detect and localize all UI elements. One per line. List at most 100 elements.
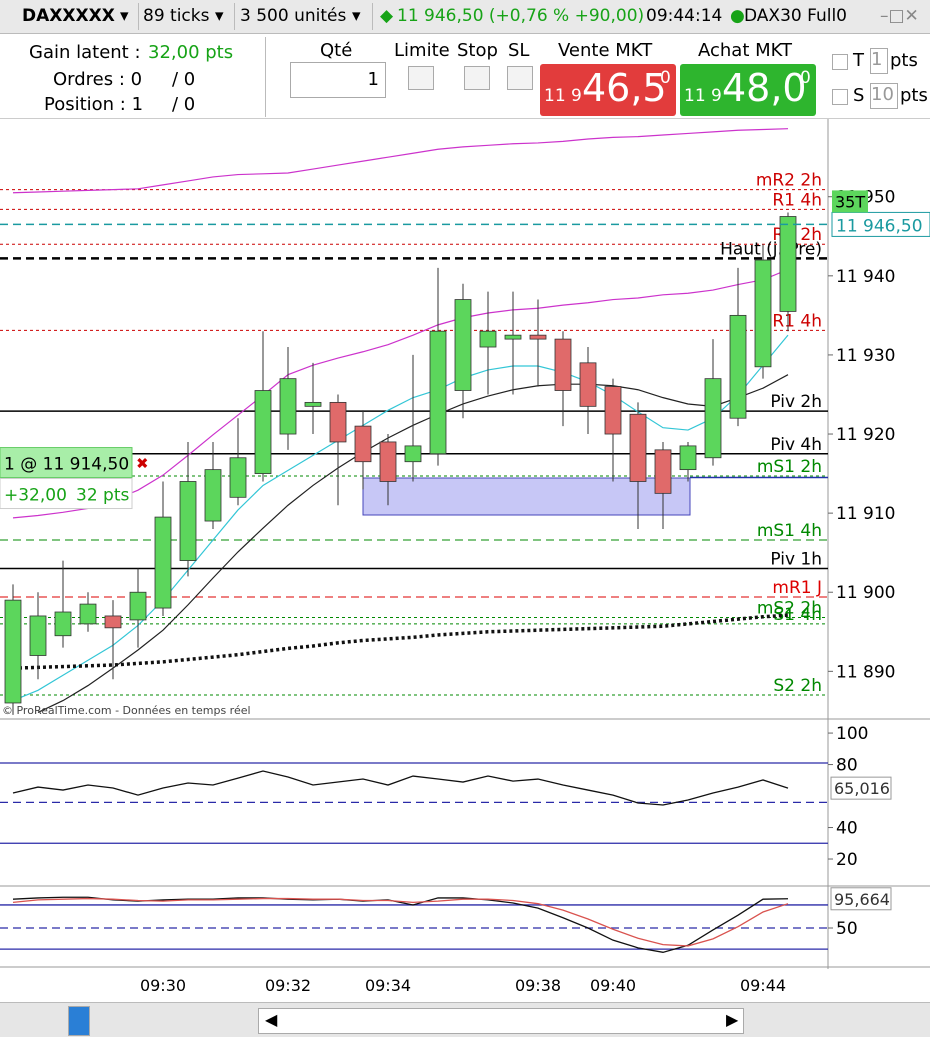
pnl-box [0,478,133,510]
stop-label: Stop [457,40,498,61]
candle-body [129,591,147,621]
candle-body [654,449,672,494]
x-tick-label: 09:38 [515,976,561,995]
y-tick-label: 11 890 [836,662,895,682]
y-tick-label: 20 [836,850,858,870]
level-label: Piv 2h [770,392,822,412]
level-label: Piv 1h [770,550,822,570]
value-label: 65,016 [834,779,890,798]
candle-body [529,334,547,340]
instrument[interactable]: DAXXXXX [22,6,115,26]
tag-label: 35T [835,192,865,211]
value-label-box [830,776,892,800]
candle-body [204,469,222,522]
buy-label: Achat MKT [698,40,793,61]
candle-body [504,334,522,340]
candle-body [604,386,622,435]
dropdown-arrow[interactable]: ▾ [352,6,361,26]
scroll-right[interactable]: ▶ [726,1010,739,1029]
dropdown-arrow[interactable]: ▾ [215,6,224,26]
separator [372,3,373,30]
candle-body [754,259,772,368]
level-label: mS1 4h [757,521,822,541]
candle-body [54,611,72,637]
t-label: T [853,50,864,71]
candle-body [479,330,497,348]
last-price-box [831,211,930,237]
level-label: mS1 2h [757,457,822,477]
window-buttons[interactable]: –□✕ [880,6,919,26]
y-tick-label: 100 [836,724,868,744]
ticks[interactable]: 89 ticks [143,6,210,26]
separator [265,37,266,117]
orders-label: Ordres : 0 [53,69,143,90]
position-sep: / 0 [172,94,196,115]
tag-box [832,190,868,213]
sl-button[interactable] [507,66,533,90]
t-value: 1 [871,49,883,70]
indicator-line [12,770,789,806]
candle-body [354,425,372,463]
t-input[interactable]: 1 [870,48,888,74]
limit-button[interactable] [408,66,434,90]
candle-body [679,445,697,471]
dropdown-arrow[interactable]: ▾ [120,6,129,26]
position-label: 1 @ 11 914,50 [4,455,129,475]
scrollbar[interactable] [258,1008,744,1034]
indicator-line [12,334,789,702]
candle-body [29,615,47,656]
candle-body [379,441,397,482]
level-label: Piv 4h [770,435,822,455]
up-arrow: ◆ [380,6,394,26]
buy-prefix: 11 9 [684,86,722,106]
candle-body [704,378,722,459]
candle-body [79,603,97,625]
limit-label: Limite [394,40,450,61]
clock: 09:44:14 [646,6,723,26]
y-tick-label: 11 940 [836,267,895,287]
level-label: R1 4h [772,190,822,210]
x-tick-label: 09:30 [140,976,186,995]
indicator-line [12,613,789,670]
stop-button[interactable] [464,66,490,90]
s-checkbox[interactable] [832,89,848,105]
x-tick-label: 09:40 [590,976,636,995]
units[interactable]: 3 500 unités [240,6,347,26]
sell-prefix: 11 9 [544,86,582,106]
sell-label: Vente MKT [558,40,653,61]
sell-button[interactable]: 11 9 46,5 0 [540,64,676,116]
instrument-name: DAX30 Full0 [744,6,847,26]
zone-box [362,477,691,516]
gain-value: 32,00 pts [148,42,234,63]
candle-body [4,599,22,704]
y-tick-label: 11 900 [836,583,895,603]
buy-button[interactable]: 11 9 48,0 0 [680,64,816,116]
position-close: ✖ [136,455,149,473]
qty-label: Qté [320,40,353,61]
gain-label: Gain latent : [29,42,141,63]
candle-body [104,615,122,629]
level-label: mR1 J [772,578,822,598]
buy-suffix: 0 [800,68,811,88]
tool-button[interactable] [68,1006,90,1036]
x-tick-label: 09:34 [365,976,411,995]
buy-main: 48,0 [722,66,807,110]
watermark: © ProRealTime.com - Données en temps rée… [2,704,251,717]
candle-body [329,401,347,443]
candle-body [579,362,597,407]
level-label: mS2 2h [757,599,822,619]
position-box [0,447,133,479]
scroll-left[interactable]: ◀ [265,1010,278,1029]
y-tick-label: 50 [836,919,858,939]
order-panel: Gain latent : 32,00 pts Ordres : 0 / 0 P… [0,34,930,119]
candle-body [629,413,647,482]
orders-sep: / 0 [172,69,196,90]
bottom-toolbar: ◀ ▶ [0,1002,930,1037]
quote: 11 946,50 (+0,76 % +90,00) [397,6,645,26]
s-unit: pts [900,85,928,106]
t-checkbox[interactable] [832,54,848,70]
qty-input[interactable]: 1 [290,62,386,98]
s-input[interactable]: 10 [870,83,898,109]
